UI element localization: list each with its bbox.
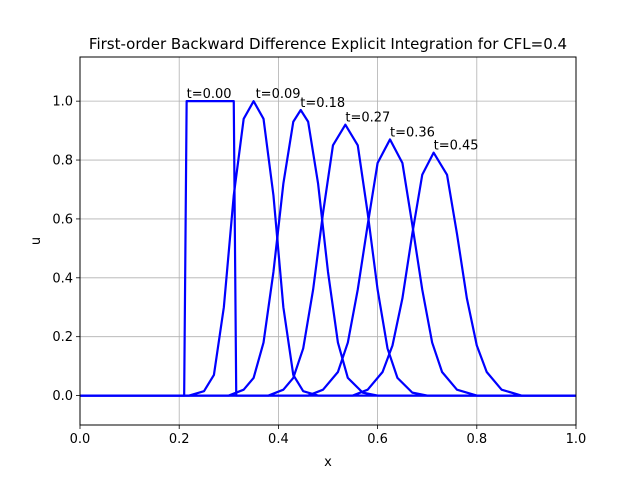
series-group	[80, 100, 576, 397]
time-annotation-5: t=0.45	[434, 139, 479, 154]
x-tick-label: 0.0	[70, 432, 91, 447]
x-tick-label: 0.8	[466, 432, 487, 447]
time-annotation-0: t=0.00	[187, 87, 232, 102]
axis-ticks: 0.0 0.2 0.4 0.6 0.8 1.0 0.0 0.2 0.4 0.6 0.8 1.0	[52, 95, 586, 447]
y-tick-label: 0.0	[52, 389, 73, 404]
plot-area-frame	[79, 56, 577, 426]
time-annotation-1: t=0.09	[256, 87, 301, 102]
series-line-3	[80, 123, 576, 397]
x-tick-label: 0.4	[268, 432, 289, 447]
x-tick-label: 0.6	[367, 432, 388, 447]
x-axis-label: x	[324, 455, 332, 470]
y-axis-label: u	[29, 237, 44, 245]
y-tick-label: 1.0	[52, 95, 73, 110]
y-tick-label: 0.2	[52, 330, 73, 345]
time-annotation-2: t=0.18	[300, 96, 345, 111]
y-tick-label: 0.4	[52, 271, 73, 286]
x-tick-label: 1.0	[566, 432, 587, 447]
series-line-2	[80, 108, 576, 397]
chart-title: First-order Backward Difference Explicit…	[89, 35, 567, 53]
y-tick-label: 0.6	[52, 212, 73, 227]
series-line-5	[80, 151, 576, 397]
y-tick-label: 0.8	[52, 154, 73, 169]
annotations: t=0.00 t=0.09t=0.18t=0.27t=0.36t=0.45	[187, 87, 479, 154]
x-tick-label: 0.2	[169, 432, 190, 447]
time-annotation-3: t=0.27	[345, 111, 390, 126]
series-line-1	[80, 100, 576, 397]
time-annotation-4: t=0.36	[390, 125, 435, 140]
series-line-4	[80, 138, 576, 397]
